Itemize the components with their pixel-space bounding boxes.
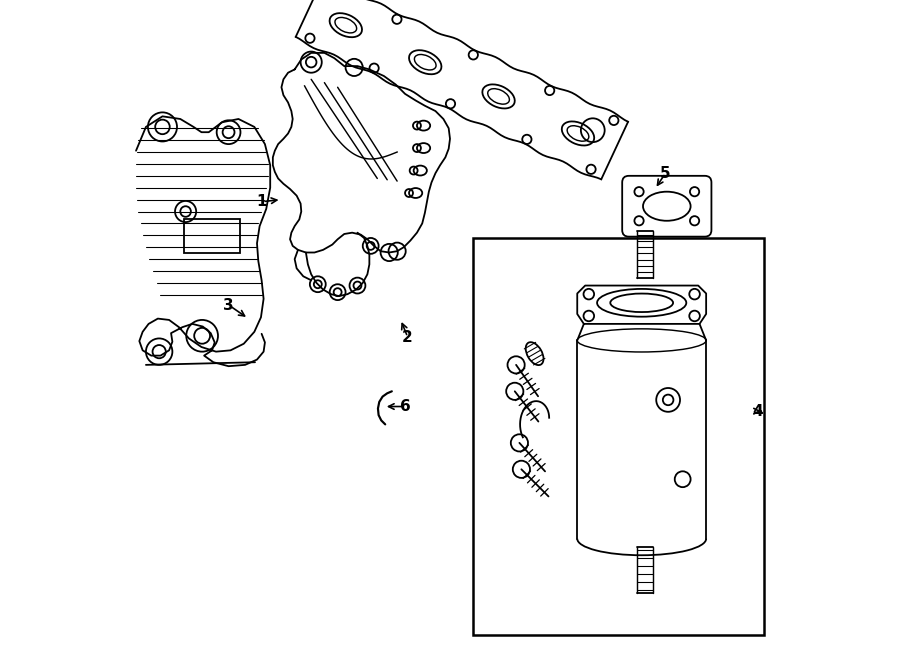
Bar xyxy=(184,219,240,253)
Bar xyxy=(473,238,764,635)
Text: 1: 1 xyxy=(256,194,267,209)
Text: 5: 5 xyxy=(660,166,670,180)
Text: 3: 3 xyxy=(223,298,234,313)
Text: 2: 2 xyxy=(401,330,412,344)
Text: 6: 6 xyxy=(400,399,410,414)
Text: 4: 4 xyxy=(752,404,762,418)
